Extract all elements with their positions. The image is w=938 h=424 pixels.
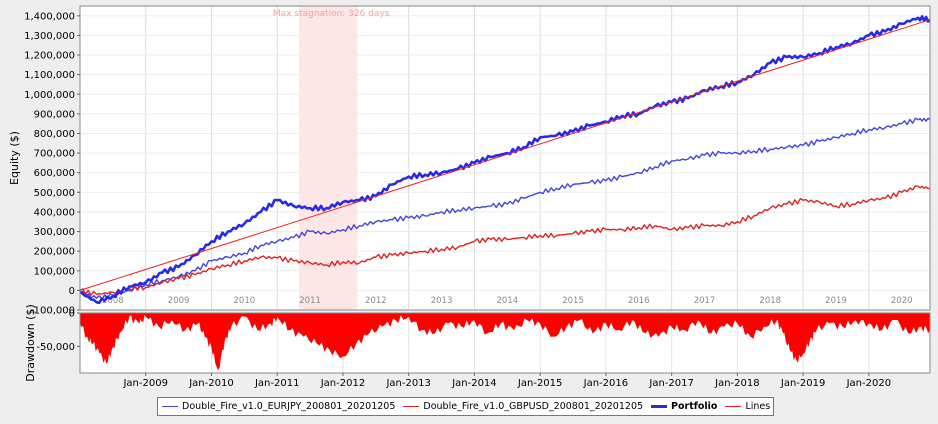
legend-swatch-eurjpy bbox=[162, 406, 178, 407]
equity-y-tick-label: 1,400,000 bbox=[24, 11, 75, 22]
legend-swatch-portfolio bbox=[651, 405, 668, 408]
legend-label-gbpusd: Double_Fire_v1.0_GBPUSD_200801_20201205 bbox=[423, 401, 644, 412]
equity-y-axis-label: Equity ($) bbox=[8, 131, 21, 185]
equity-year-labels: 2008 2009 2010 2011 2012 2013 2014 2015 2016 2017… bbox=[102, 296, 913, 306]
legend-item-portfolio: Portfolio bbox=[651, 401, 717, 412]
year-label: 2008 bbox=[102, 296, 124, 306]
equity-y-tick-label: 800,000 bbox=[34, 129, 75, 140]
year-label: 2013 bbox=[431, 296, 453, 306]
drawdown-x-tick-label: Jan-2019 bbox=[780, 378, 825, 389]
stagnation-band bbox=[298, 6, 358, 310]
year-label: 2017 bbox=[694, 296, 716, 306]
drawdown-x-tick-label: Jan-2017 bbox=[648, 378, 693, 389]
legend-label-eurjpy: Double_Fire_v1.0_EURJPY_200801_20201205 bbox=[182, 401, 396, 412]
legend-label-lines: Lines bbox=[745, 401, 771, 412]
legend-item-lines: Lines bbox=[725, 401, 770, 412]
drawdown-fill bbox=[79, 312, 931, 371]
equity-grid bbox=[80, 6, 930, 311]
year-label: 2015 bbox=[562, 296, 584, 306]
legend-item-gbpusd: Double_Fire_v1.0_GBPUSD_200801_20201205 bbox=[403, 401, 643, 412]
equity-y-tick-label: 600,000 bbox=[34, 168, 75, 179]
equity-y-tick-label: 300,000 bbox=[34, 227, 75, 238]
drawdown-y-axis-label: Drawdown ($) bbox=[24, 304, 37, 382]
drawdown-x-tick-label: Jan-2010 bbox=[188, 378, 233, 389]
equity-y-tick-label: 1,300,000 bbox=[24, 31, 75, 42]
series-line-0 bbox=[79, 117, 931, 300]
legend-swatch-gbpusd bbox=[403, 406, 420, 407]
drawdown-y-axis: 0 -50,000 bbox=[36, 309, 80, 353]
drawdown-x-tick-label: Jan-2020 bbox=[846, 378, 891, 389]
year-label: 2018 bbox=[759, 296, 781, 306]
series-line-3 bbox=[79, 19, 931, 291]
equity-y-tick-label: 500,000 bbox=[34, 188, 75, 199]
equity-y-tick-label: 900,000 bbox=[34, 109, 75, 120]
drawdown-plot-border bbox=[79, 312, 931, 374]
drawdown-y-tick-label: 0 bbox=[69, 309, 75, 320]
drawdown-x-tick-label: Jan-2014 bbox=[451, 378, 496, 389]
series-line-1 bbox=[79, 185, 931, 296]
drawdown-x-tick-label: Jan-2009 bbox=[122, 378, 167, 389]
year-label: 2010 bbox=[234, 296, 256, 306]
equity-y-tick-label: 700,000 bbox=[34, 149, 75, 160]
year-label: 2011 bbox=[299, 296, 321, 306]
equity-y-tick-label: 1,200,000 bbox=[24, 51, 75, 62]
drawdown-x-tick-label: Jan-2015 bbox=[517, 378, 562, 389]
drawdown-x-tick-label: Jan-2013 bbox=[385, 378, 430, 389]
equity-y-tick-label: 0 bbox=[69, 286, 75, 297]
equity-plot-border bbox=[79, 5, 931, 311]
series-line-2 bbox=[79, 15, 931, 305]
equity-y-tick-label: -100,000 bbox=[30, 306, 75, 317]
max-stagnation-band bbox=[298, 6, 358, 310]
legend: Double_Fire_v1.0_EURJPY_200801_20201205 … bbox=[157, 397, 774, 416]
legend-item-eurjpy: Double_Fire_v1.0_EURJPY_200801_20201205 bbox=[162, 401, 395, 412]
year-label: 2016 bbox=[628, 296, 650, 306]
drawdown-x-tick-label: Jan-2012 bbox=[320, 378, 365, 389]
equity-y-tick-label: 1,100,000 bbox=[24, 70, 75, 81]
legend-swatch-lines bbox=[725, 406, 742, 407]
equity-y-tick-label: 400,000 bbox=[34, 207, 75, 218]
year-label: 2020 bbox=[891, 296, 913, 306]
year-label: 2014 bbox=[496, 296, 518, 306]
year-label: 2009 bbox=[168, 296, 190, 306]
drawdown-x-tick-label: Jan-2011 bbox=[254, 378, 299, 389]
equity-y-axis: -100,0000100,000200,000300,000400,000500… bbox=[24, 11, 80, 317]
drawdown-area bbox=[79, 312, 931, 371]
legend-label-portfolio: Portfolio bbox=[671, 401, 718, 412]
max-stagnation-label: Max stagnation: 326 days bbox=[273, 9, 390, 19]
drawdown-x-tick-label: Jan-2018 bbox=[714, 378, 759, 389]
drawdown-y-tick-label: -50,000 bbox=[36, 342, 75, 353]
drawdown-x-axis: Jan-2009 Jan-2010 Jan-2011 Jan-2012 Jan-2013… bbox=[122, 373, 891, 389]
equity-y-tick-label: 100,000 bbox=[34, 266, 75, 277]
year-label: 2019 bbox=[825, 296, 847, 306]
equity-y-tick-label: 200,000 bbox=[34, 247, 75, 258]
equity-y-tick-label: 1,000,000 bbox=[24, 90, 75, 101]
equity-series bbox=[79, 15, 931, 305]
drawdown-x-tick-label: Jan-2016 bbox=[583, 378, 628, 389]
year-label: 2012 bbox=[365, 296, 387, 306]
